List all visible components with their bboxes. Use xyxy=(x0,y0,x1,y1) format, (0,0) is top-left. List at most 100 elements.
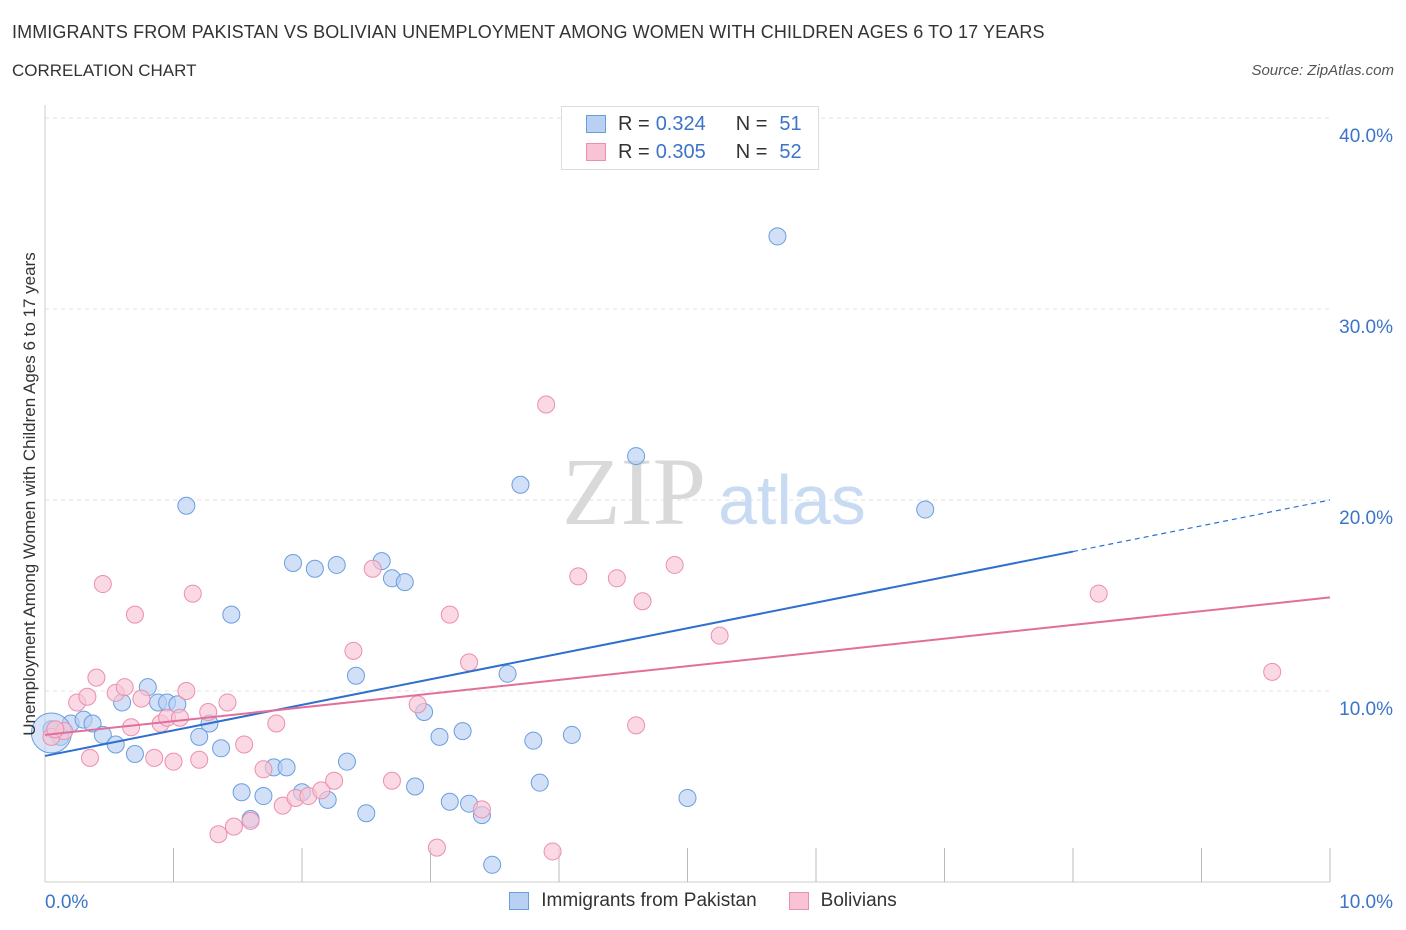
pakistan-point[interactable] xyxy=(440,792,459,811)
pakistan-point[interactable] xyxy=(483,855,502,874)
pakistan-point[interactable] xyxy=(177,496,196,515)
pakistan-point[interactable] xyxy=(357,804,376,823)
y-tick-label: 10.0% xyxy=(1339,699,1393,720)
pakistan-point[interactable] xyxy=(562,725,581,744)
legend-label-pakistan: Immigrants from Pakistan xyxy=(541,890,757,911)
legend-item-bolivians[interactable]: Bolivians xyxy=(788,890,897,912)
legend-swatch-bolivians xyxy=(586,143,606,161)
pakistan-point[interactable] xyxy=(337,752,356,771)
bolivian-point[interactable] xyxy=(543,842,562,861)
bolivian-point[interactable] xyxy=(132,689,151,708)
bolivian-point[interactable] xyxy=(344,641,363,660)
bolivian-point[interactable] xyxy=(312,781,331,800)
pakistan-point[interactable] xyxy=(106,735,125,754)
bolivian-point[interactable] xyxy=(1263,662,1282,681)
pakistan-point[interactable] xyxy=(406,777,425,796)
legend-n-value-bolivians: 52 xyxy=(779,140,802,163)
correlation-legend: R = 0.324 N = 51 R = 0.305 N = 52 xyxy=(561,106,819,170)
pakistan-point[interactable] xyxy=(768,227,787,246)
bolivian-point[interactable] xyxy=(80,748,99,767)
bolivian-point[interactable] xyxy=(440,605,459,624)
bolivian-point[interactable] xyxy=(408,695,427,714)
bolivian-point[interactable] xyxy=(218,693,237,712)
x-tick-label: 0.0% xyxy=(45,892,88,913)
pakistan-point[interactable] xyxy=(498,664,517,683)
bolivian-point[interactable] xyxy=(325,771,344,790)
legend-label-bolivians: Bolivians xyxy=(820,890,897,911)
legend-n-value-pakistan: 51 xyxy=(779,112,802,135)
legend-swatch-bolivians xyxy=(788,892,809,910)
pakistan-point[interactable] xyxy=(305,559,324,578)
pakistan-point[interactable] xyxy=(232,783,251,802)
pakistan-points xyxy=(30,227,935,874)
bolivian-point[interactable] xyxy=(125,605,144,624)
y-tick-label: 40.0% xyxy=(1339,126,1393,147)
watermark-atlas: atlas xyxy=(718,461,866,539)
bolivian-point[interactable] xyxy=(190,750,209,769)
bolivian-point[interactable] xyxy=(537,395,556,414)
bolivian-point[interactable] xyxy=(224,817,243,836)
bolivian-point[interactable] xyxy=(254,760,273,779)
bolivian-trend-line xyxy=(44,596,1331,736)
legend-r-value-bolivians: 0.305 xyxy=(655,140,706,163)
pakistan-point[interactable] xyxy=(327,555,346,574)
pakistan-point[interactable] xyxy=(346,666,365,685)
pakistan-point[interactable] xyxy=(453,722,472,741)
pakistan-point[interactable] xyxy=(627,447,646,466)
pakistan-point[interactable] xyxy=(190,727,209,746)
bolivian-point[interactable] xyxy=(235,735,254,754)
bolivian-point[interactable] xyxy=(93,575,112,594)
pakistan-point[interactable] xyxy=(222,605,241,624)
pakistan-point[interactable] xyxy=(678,788,697,807)
bolivian-point[interactable] xyxy=(633,592,652,611)
legend-n-label: N = xyxy=(735,112,768,135)
bolivian-point[interactable] xyxy=(710,626,729,645)
legend-item-pakistan[interactable]: Immigrants from Pakistan xyxy=(509,890,757,912)
pakistan-point[interactable] xyxy=(212,739,231,758)
bolivian-point[interactable] xyxy=(87,668,106,687)
bolivian-point[interactable] xyxy=(1089,584,1108,603)
bolivian-point[interactable] xyxy=(183,584,202,603)
pakistan-point[interactable] xyxy=(125,745,144,764)
pakistan-point[interactable] xyxy=(277,758,296,777)
x-tick-label: 10.0% xyxy=(1339,892,1393,913)
bolivian-point[interactable] xyxy=(382,771,401,790)
bolivian-point[interactable] xyxy=(177,682,196,700)
pakistan-point[interactable] xyxy=(430,727,449,746)
bolivian-point[interactable] xyxy=(472,800,491,819)
bolivian-point[interactable] xyxy=(363,559,382,578)
series-legend: Immigrants from Pakistan Bolivians xyxy=(0,890,1406,912)
chart-title: IMMIGRANTS FROM PAKISTAN VS BOLIVIAN UNE… xyxy=(12,22,1045,42)
source-note: Source: ZipAtlas.com xyxy=(1251,62,1394,79)
trend-lines xyxy=(44,499,1331,757)
bolivian-point[interactable] xyxy=(78,687,97,706)
legend-r-value-pakistan: 0.324 xyxy=(655,112,706,135)
bolivian-point[interactable] xyxy=(209,825,228,844)
bolivian-point[interactable] xyxy=(267,714,286,733)
bolivian-point[interactable] xyxy=(164,752,183,771)
legend-row-bolivians: R = 0.305 N = 52 xyxy=(586,140,802,164)
bolivian-point[interactable] xyxy=(460,653,479,672)
bolivian-point[interactable] xyxy=(115,678,134,697)
pakistan-point[interactable] xyxy=(395,573,414,592)
gridlines xyxy=(45,117,1330,692)
legend-row-pakistan: R = 0.324 N = 51 xyxy=(586,112,802,136)
bolivian-point[interactable] xyxy=(627,716,646,735)
bolivian-point[interactable] xyxy=(241,811,260,830)
pakistan-point[interactable] xyxy=(284,554,303,573)
pakistan-point[interactable] xyxy=(524,731,543,750)
pakistan-point[interactable] xyxy=(83,714,102,733)
bolivian-point[interactable] xyxy=(569,567,588,586)
bolivian-point[interactable] xyxy=(145,748,164,767)
chart-subtitle: CORRELATION CHART xyxy=(12,61,197,80)
bolivian-point[interactable] xyxy=(665,555,684,574)
bolivian-point[interactable] xyxy=(170,708,189,727)
legend-n-label: N = xyxy=(735,140,768,163)
bolivian-point[interactable] xyxy=(427,838,446,857)
pakistan-point[interactable] xyxy=(511,475,530,494)
bolivian-point[interactable] xyxy=(607,569,626,588)
pakistan-point[interactable] xyxy=(916,500,935,519)
pakistan-point[interactable] xyxy=(530,773,549,792)
pakistan-point[interactable] xyxy=(254,787,273,806)
